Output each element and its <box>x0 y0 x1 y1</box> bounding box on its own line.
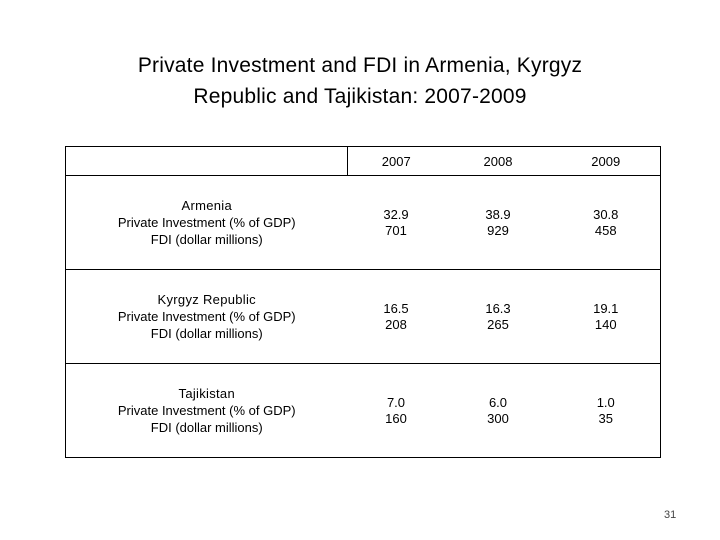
fdi-value: 160 <box>385 410 407 426</box>
investment-value: 16.3 <box>485 300 511 316</box>
fdi-value: 458 <box>594 222 617 238</box>
fdi-value: 300 <box>487 410 509 426</box>
value-cell-kyrgyz-2008: 16.3 265 <box>444 269 552 364</box>
investment-value: 16.5 <box>383 300 409 316</box>
country-name: Tajikistan <box>178 386 235 401</box>
table-header-row: 2007 2008 2009 <box>65 146 661 176</box>
fdi-value: 265 <box>487 316 509 332</box>
fdi-value: 208 <box>385 316 407 332</box>
slide-title-line-2: Republic and Tajikistan: 2007-2009 <box>193 85 527 108</box>
metric-label-investment: Private Investment (% of GDP) <box>117 403 296 418</box>
page-number: 31 <box>664 509 677 521</box>
investment-fdi-table: 2007 2008 2009 Armenia Private Investmen… <box>65 146 661 458</box>
country-name: Kyrgyz Republic <box>157 292 256 307</box>
year-header-2007: 2007 <box>347 146 445 176</box>
metric-label-investment: Private Investment (% of GDP) <box>117 309 296 324</box>
slide-title: Private Investment and FDI in Armenia, K… <box>40 50 680 112</box>
metric-label-fdi: FDI (dollar millions) <box>150 326 263 341</box>
table-row-kyrgyz-republic: Kyrgyz Republic Private Investment (% of… <box>65 269 661 364</box>
investment-value: 30.8 <box>593 206 619 222</box>
value-cell-tajikistan-2007: 7.0 160 <box>348 364 445 458</box>
table-row-armenia: Armenia Private Investment (% of GDP) FD… <box>65 175 661 270</box>
metric-label-fdi: FDI (dollar millions) <box>150 232 263 247</box>
investment-value: 1.0 <box>596 394 615 410</box>
value-cell-armenia-2007: 32.9 701 <box>347 175 445 270</box>
investment-value: 6.0 <box>488 394 508 410</box>
investment-value: 38.9 <box>485 206 511 222</box>
row-label-armenia: Armenia Private Investment (% of GDP) FD… <box>65 175 348 270</box>
investment-value: 19.1 <box>593 300 619 316</box>
value-cell-kyrgyz-2009: 19.1 140 <box>551 269 661 364</box>
metric-label-investment: Private Investment (% of GDP) <box>117 215 296 230</box>
slide-title-line-1: Private Investment and FDI in Armenia, K… <box>137 54 583 77</box>
fdi-value: 701 <box>385 222 407 238</box>
row-label-tajikistan: Tajikistan Private Investment (% of GDP)… <box>66 364 348 458</box>
header-blank-cell <box>65 146 348 176</box>
value-cell-kyrgyz-2007: 16.5 208 <box>347 269 445 364</box>
investment-value: 7.0 <box>386 394 406 410</box>
value-cell-tajikistan-2009: 1.0 35 <box>552 364 661 458</box>
value-cell-armenia-2009: 30.8 458 <box>551 175 661 270</box>
year-header-2008: 2008 <box>444 146 552 176</box>
fdi-value: 929 <box>487 222 509 238</box>
row-label-kyrgyz-republic: Kyrgyz Republic Private Investment (% of… <box>65 269 348 364</box>
year-header-2009: 2009 <box>551 146 661 176</box>
investment-value: 32.9 <box>383 206 409 222</box>
value-cell-armenia-2008: 38.9 929 <box>444 175 552 270</box>
fdi-value: 35 <box>598 410 613 426</box>
country-name: Armenia <box>181 198 232 213</box>
fdi-value: 140 <box>594 316 617 332</box>
value-cell-tajikistan-2008: 6.0 300 <box>445 364 552 458</box>
metric-label-fdi: FDI (dollar millions) <box>150 420 263 435</box>
table-row-tajikistan: Tajikistan Private Investment (% of GDP)… <box>66 364 661 458</box>
